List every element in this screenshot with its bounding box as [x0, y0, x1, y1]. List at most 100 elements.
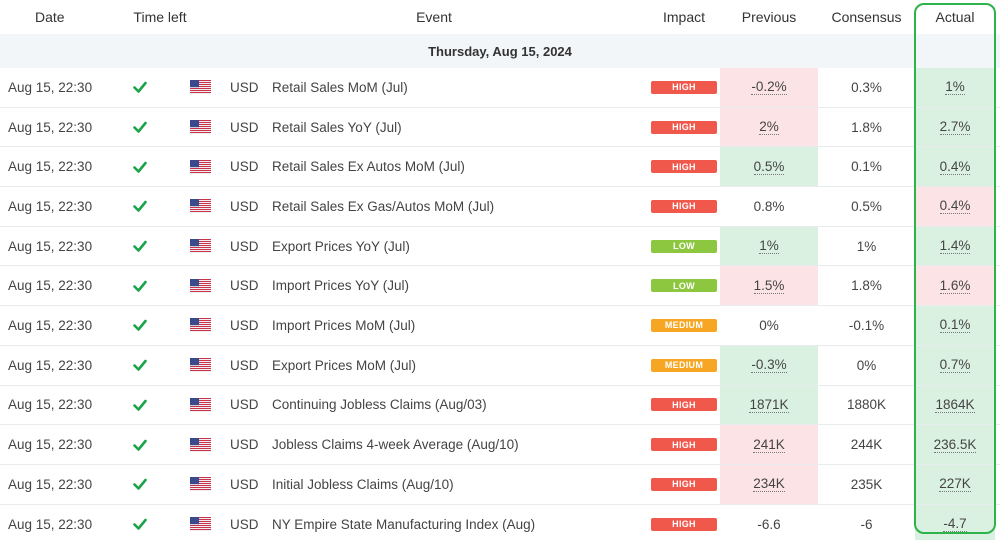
impact-cell: HIGH: [648, 147, 720, 186]
event-name[interactable]: Export Prices MoM (Jul): [272, 357, 417, 373]
table-row[interactable]: Aug 15, 22:30 USD Retail Sales MoM (Jul) HI…: [0, 68, 1000, 108]
event-name[interactable]: NY Empire State Manufacturing Index (Aug…: [272, 516, 536, 532]
actual-value: 236.5K: [933, 436, 977, 453]
currency-code: USD: [230, 516, 259, 532]
event-date: Aug 15, 22:30: [8, 119, 93, 135]
impact-cell: HIGH: [648, 68, 720, 107]
table-row[interactable]: Aug 15, 22:30 USD Import Prices YoY (Jul) L…: [0, 266, 1000, 307]
actual-cell: 1%: [915, 68, 995, 107]
us-flag-icon: [180, 505, 220, 540]
previous-value: 234K: [753, 476, 785, 493]
previous-cell: 1%: [720, 226, 818, 266]
previous-value: 2%: [759, 119, 779, 136]
consensus-value: 0.5%: [851, 198, 882, 214]
event-name[interactable]: Import Prices YoY (Jul): [272, 278, 410, 294]
actual-value: 0.4%: [939, 198, 971, 215]
header-previous[interactable]: Previous: [741, 9, 797, 25]
actual-value: 1.4%: [939, 238, 971, 255]
actual-value: 0.4%: [939, 158, 971, 175]
currency-code: USD: [230, 397, 259, 413]
event-name[interactable]: Retail Sales MoM (Jul): [272, 79, 408, 95]
event-date: Aug 15, 22:30: [8, 278, 93, 294]
impact-badge: LOW: [651, 239, 717, 253]
impact-cell: LOW: [648, 227, 720, 266]
actual-cell: -4.7: [915, 504, 995, 540]
consensus-value: 235K: [850, 476, 883, 492]
previous-value: 1.5%: [753, 277, 785, 294]
header-event[interactable]: Event: [416, 9, 452, 25]
actual-value: 0.7%: [939, 357, 971, 374]
consensus-cell: 1880K: [818, 386, 915, 425]
consensus-value: 0%: [856, 357, 877, 373]
impact-cell: MEDIUM: [648, 346, 720, 385]
actual-cell: 236.5K: [915, 425, 995, 464]
impact-cell: HIGH: [648, 425, 720, 464]
previous-value: 0.5%: [753, 158, 785, 175]
previous-cell: -0.3%: [720, 345, 818, 385]
consensus-cell: -6: [818, 505, 915, 540]
event-name[interactable]: Retail Sales YoY (Jul): [272, 119, 402, 135]
us-flag-icon: [180, 346, 220, 385]
event-name[interactable]: Continuing Jobless Claims (Aug/03): [272, 397, 487, 413]
header-date[interactable]: Date: [35, 9, 65, 25]
impact-badge: MEDIUM: [651, 318, 717, 332]
consensus-cell: 1.8%: [818, 266, 915, 305]
table-row[interactable]: Aug 15, 22:30 USD Jobless Claims 4-week Av…: [0, 425, 1000, 465]
header-consensus[interactable]: Consensus: [831, 9, 902, 25]
event-name[interactable]: Retail Sales Ex Autos MoM (Jul): [272, 159, 465, 175]
previous-cell: 1.5%: [720, 266, 818, 306]
previous-value: -6.6: [757, 516, 781, 532]
us-flag-icon: [180, 306, 220, 345]
impact-badge: HIGH: [651, 120, 717, 134]
table-row[interactable]: Aug 15, 22:30 USD Retail Sales Ex Autos Mo…: [0, 147, 1000, 188]
table-row[interactable]: Aug 15, 22:30 USD Export Prices MoM (Jul) M…: [0, 345, 1000, 386]
table-row[interactable]: Aug 15, 22:30 USD Continuing Jobless Claim…: [0, 385, 1000, 426]
previous-cell: -6.6: [720, 505, 818, 540]
event-name[interactable]: Import Prices MoM (Jul): [272, 317, 416, 333]
header-impact[interactable]: Impact: [662, 9, 705, 25]
consensus-value: 0.3%: [851, 79, 882, 95]
event-date: Aug 15, 22:30: [8, 437, 93, 453]
previous-value: 1871K: [749, 396, 789, 413]
impact-cell: HIGH: [648, 108, 720, 147]
actual-cell: 0.4%: [915, 147, 995, 187]
released-check-icon: [100, 346, 180, 385]
previous-cell: 0%: [720, 306, 818, 345]
table-row[interactable]: Aug 15, 22:30 USD Initial Jobless Claims (…: [0, 464, 1000, 505]
us-flag-icon: [180, 147, 220, 186]
impact-badge: HIGH: [651, 199, 717, 213]
actual-value: 227K: [939, 476, 971, 493]
currency-code: USD: [230, 79, 259, 95]
released-check-icon: [100, 425, 180, 464]
previous-cell: 234K: [720, 464, 818, 504]
event-name[interactable]: Initial Jobless Claims (Aug/10): [272, 476, 454, 492]
table-row[interactable]: Aug 15, 22:30 USD NY Empire State Manufact…: [0, 504, 1000, 540]
table-row[interactable]: Aug 15, 22:30 USD Retail Sales Ex Gas/Auto…: [0, 187, 1000, 227]
event-date: Aug 15, 22:30: [8, 238, 93, 254]
us-flag-icon: [180, 108, 220, 147]
event-name[interactable]: Export Prices YoY (Jul): [272, 238, 410, 254]
currency-code: USD: [230, 198, 259, 214]
consensus-value: 1.8%: [851, 119, 882, 135]
table-row[interactable]: Aug 15, 22:30 USD Import Prices MoM (Jul) M…: [0, 306, 1000, 346]
released-check-icon: [100, 187, 180, 226]
us-flag-icon: [180, 465, 220, 504]
table-row[interactable]: Aug 15, 22:30 USD Retail Sales YoY (Jul) HI…: [0, 107, 1000, 148]
consensus-value: 1.8%: [851, 278, 882, 294]
consensus-cell: 0%: [818, 346, 915, 385]
previous-value: 0.8%: [753, 198, 785, 214]
event-name[interactable]: Retail Sales Ex Gas/Autos MoM (Jul): [272, 198, 495, 214]
released-check-icon: [100, 306, 180, 345]
consensus-value: 244K: [850, 437, 883, 453]
consensus-cell: 0.3%: [818, 68, 915, 107]
consensus-value: 1%: [856, 238, 877, 254]
currency-code: USD: [230, 476, 259, 492]
table-row[interactable]: Aug 15, 22:30 USD Export Prices YoY (Jul) L…: [0, 226, 1000, 267]
header-time-left[interactable]: Time left: [133, 9, 187, 25]
header-actual[interactable]: Actual: [935, 9, 975, 25]
impact-badge: HIGH: [651, 477, 717, 491]
released-check-icon: [100, 147, 180, 186]
currency-code: USD: [230, 278, 259, 294]
event-name[interactable]: Jobless Claims 4-week Average (Aug/10): [272, 437, 519, 453]
